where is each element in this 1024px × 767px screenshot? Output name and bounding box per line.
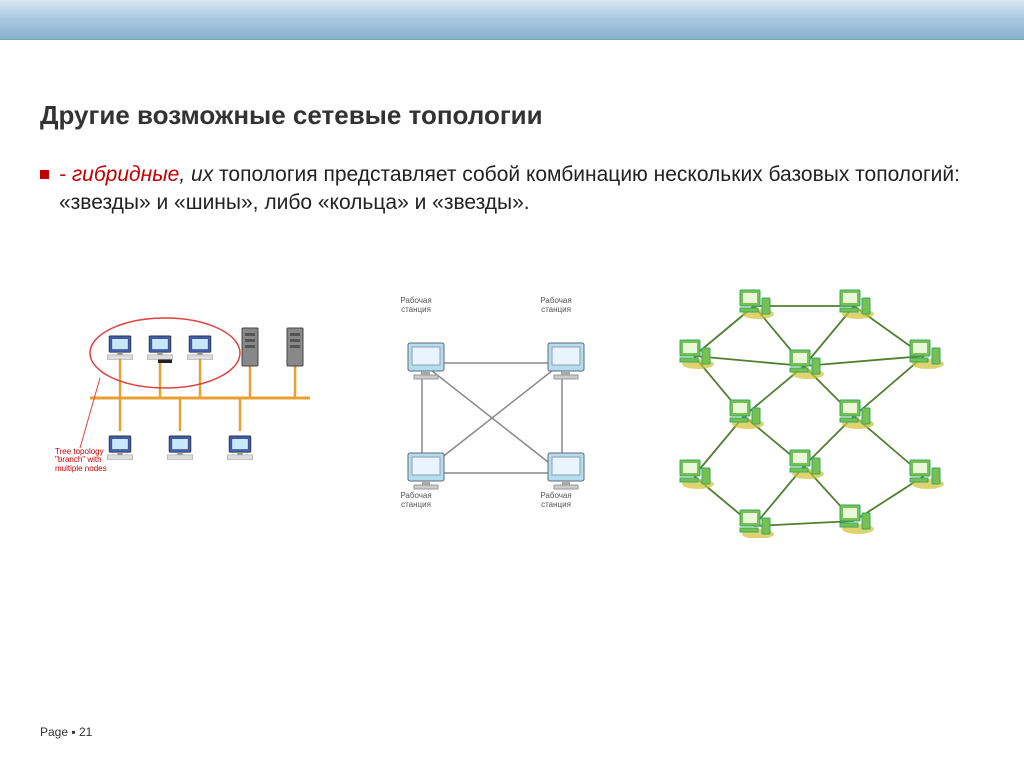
bullet-item: - гибридные, их топология представляет с… [40,161,984,218]
svg-text:Рабочаястанция: Рабочаястанция [400,491,431,509]
slide-content: Другие возможные сетевые топологии - гиб… [0,40,1024,538]
diagrams-row: Tree topology "branch" with multiple nod… [40,278,984,538]
diagram-full-mesh: Рабочаястанция Рабочаястанция Рабочаястанц… [372,293,612,523]
bullet-square-icon [40,170,49,179]
svg-text:Рабочаястанция: Рабочаястанция [400,296,431,314]
ih-word: , их [179,163,213,186]
hybrid-word: - гибридные [59,163,179,186]
diagram-tree-bus: Tree topology "branch" with multiple nod… [50,303,330,513]
svg-text:Рабочаястанция: Рабочаястанция [540,491,571,509]
page-number: Page ▪ 21 [40,725,92,739]
svg-text:Рабочаястанция: Рабочаястанция [540,296,571,314]
tree-label: Tree topology "branch" with multiple nod… [55,448,107,474]
bullet-text: - гибридные, их топология представляет с… [59,161,984,218]
slide-title: Другие возможные сетевые топологии [40,100,984,131]
diagram-mesh-network [654,278,974,538]
header-bar [0,0,1024,40]
